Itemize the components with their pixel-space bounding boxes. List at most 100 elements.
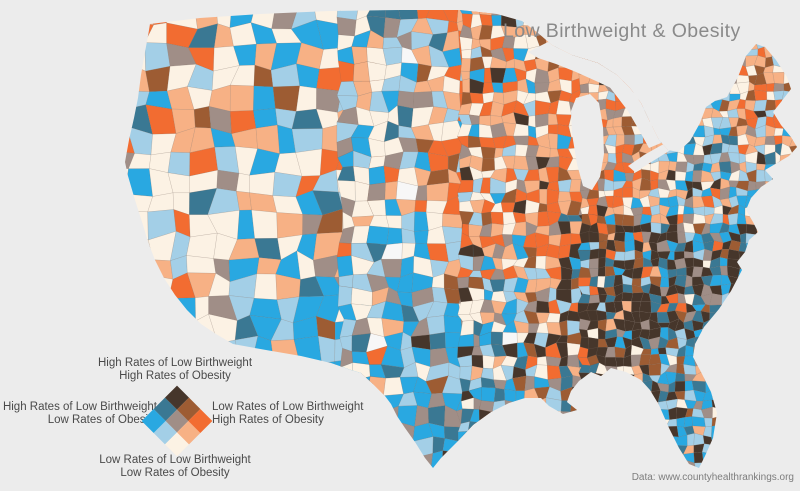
county-cell xyxy=(249,171,276,196)
county-cell xyxy=(685,108,696,121)
county-cell xyxy=(589,248,600,260)
county-cell xyxy=(685,125,694,138)
county-cell xyxy=(763,46,773,59)
county-cell xyxy=(745,417,757,429)
county-cell xyxy=(590,375,605,389)
county-cell xyxy=(789,336,797,350)
county-cell xyxy=(535,420,549,432)
county-cell xyxy=(692,82,703,95)
county-cell xyxy=(745,310,758,323)
county-cell xyxy=(630,388,642,402)
county-cell xyxy=(675,126,686,138)
county-cell xyxy=(779,171,794,182)
county-cell xyxy=(790,313,797,320)
county-cell xyxy=(674,133,686,146)
county-cell xyxy=(125,62,128,94)
county-cell xyxy=(775,345,784,359)
county-cell xyxy=(586,426,598,438)
county-cell xyxy=(502,466,515,468)
county-cell xyxy=(595,416,609,428)
county-cell xyxy=(701,66,713,75)
county-cell xyxy=(739,259,748,270)
county-cell xyxy=(621,388,632,402)
county-cell xyxy=(780,345,794,357)
county-cell xyxy=(719,408,728,417)
county-cell xyxy=(523,430,541,446)
county-cell xyxy=(605,424,618,438)
county-cell xyxy=(747,451,756,462)
county-cell xyxy=(125,257,129,283)
county-cell xyxy=(695,57,703,68)
county-cell xyxy=(792,160,797,173)
county-cell xyxy=(792,327,797,341)
county-cell xyxy=(744,398,758,411)
county-cell xyxy=(771,433,784,447)
county-cell xyxy=(215,10,233,29)
county-cell xyxy=(458,452,473,468)
county-cell xyxy=(631,399,643,408)
county-cell xyxy=(648,99,662,112)
county-cell xyxy=(788,249,797,262)
county-cell xyxy=(790,81,797,93)
county-cell xyxy=(772,205,784,218)
county-cell xyxy=(789,107,797,118)
county-cell xyxy=(703,462,714,468)
county-cell xyxy=(491,422,507,435)
county-cell xyxy=(780,319,793,332)
county-cell xyxy=(674,92,687,101)
county-cell xyxy=(729,365,741,376)
county-cell xyxy=(658,125,669,138)
county-cell xyxy=(745,354,756,366)
county-cell xyxy=(476,439,494,454)
county-cell xyxy=(367,182,386,202)
county-cell xyxy=(753,213,767,226)
county-cell xyxy=(622,397,635,408)
county-cell xyxy=(701,91,715,103)
county-cell xyxy=(780,364,793,375)
county-cell xyxy=(753,450,767,462)
county-cell xyxy=(614,389,625,402)
county-cell xyxy=(674,64,687,76)
county-cell xyxy=(788,286,797,296)
county-cell xyxy=(755,181,766,191)
county-cell xyxy=(700,327,714,340)
county-cell xyxy=(469,92,484,104)
county-cell xyxy=(588,258,599,269)
county-cell xyxy=(214,146,240,174)
county-cell xyxy=(675,161,688,173)
county-cell xyxy=(577,389,591,401)
county-cell xyxy=(607,48,618,59)
county-cell xyxy=(528,465,539,468)
county-cell xyxy=(513,398,527,413)
county-cell xyxy=(441,450,462,468)
county-cell xyxy=(772,222,781,234)
county-cell xyxy=(694,108,703,120)
county-cell xyxy=(632,45,641,59)
county-cell xyxy=(125,10,132,24)
county-cell xyxy=(578,424,591,438)
county-cell xyxy=(338,274,354,288)
county-cell xyxy=(650,213,662,224)
county-cell xyxy=(639,407,653,419)
county-cell xyxy=(779,232,791,243)
county-cell xyxy=(674,83,687,94)
county-cell xyxy=(765,415,776,429)
county-cell xyxy=(773,381,784,393)
county-cell xyxy=(730,379,740,394)
county-cell xyxy=(131,210,149,241)
legend-line: High Rates of Low Birthweight xyxy=(2,401,157,413)
county-cell xyxy=(545,430,560,445)
legend-label-high-low: High Rates of Low Birthweight Low Rates … xyxy=(0,401,157,427)
county-cell xyxy=(638,89,652,101)
county-cell xyxy=(382,465,405,468)
county-cell xyxy=(764,213,773,225)
county-cell xyxy=(612,116,623,128)
county-cell xyxy=(659,93,670,104)
county-cell xyxy=(622,415,632,428)
county-cell xyxy=(788,116,797,130)
county-cell xyxy=(606,472,617,480)
county-cell xyxy=(756,163,767,171)
county-cell xyxy=(727,249,740,260)
county-cell xyxy=(691,416,706,428)
county-cell xyxy=(650,450,660,465)
